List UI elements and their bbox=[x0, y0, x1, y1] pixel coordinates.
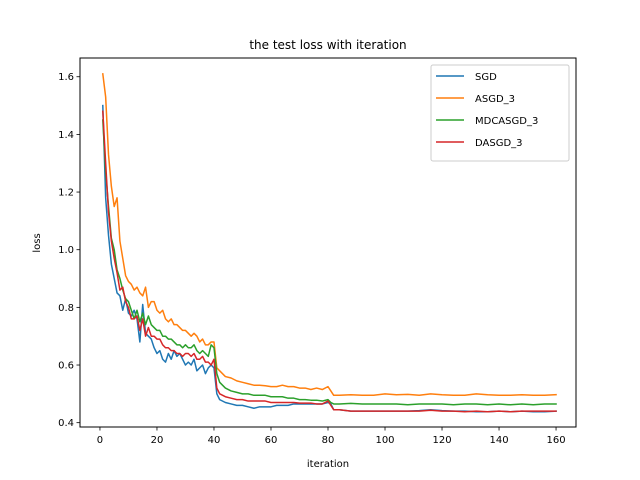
x-tick-label: 140 bbox=[489, 435, 508, 446]
legend-label: DASGD_3 bbox=[475, 138, 523, 149]
legend-label: ASGD_3 bbox=[475, 94, 515, 105]
series-layer bbox=[101, 73, 557, 413]
x-axis-label: iteration bbox=[307, 459, 349, 470]
x-axis-ticks: 0 20 40 60 80 100 120 140 160 bbox=[97, 427, 566, 446]
x-tick-label: 120 bbox=[432, 435, 451, 446]
y-axis-ticks: 0.4 0.6 0.8 1.0 1.2 1.4 1.6 bbox=[58, 72, 80, 429]
legend-label: MDCASGD_3 bbox=[475, 116, 538, 127]
y-tick-label: 0.4 bbox=[58, 418, 74, 429]
legend: SGD ASGD_3 MDCASGD_3 DASGD_3 bbox=[430, 64, 570, 162]
x-tick-label: 60 bbox=[265, 435, 278, 446]
x-tick-label: 160 bbox=[546, 435, 565, 446]
y-tick-label: 0.8 bbox=[58, 303, 74, 314]
y-tick-label: 1.0 bbox=[58, 245, 74, 256]
chart-title: the test loss with iteration bbox=[249, 38, 406, 52]
series-line-dasgd-3 bbox=[102, 110, 557, 413]
y-tick-label: 1.6 bbox=[58, 72, 74, 83]
x-tick-label: 100 bbox=[375, 435, 394, 446]
y-axis-label: loss bbox=[32, 233, 43, 252]
y-tick-label: 1.2 bbox=[58, 188, 74, 199]
legend-label: SGD bbox=[475, 72, 497, 83]
x-tick-label: 20 bbox=[151, 435, 164, 446]
x-tick-label: 80 bbox=[322, 435, 335, 446]
y-tick-label: 0.6 bbox=[58, 361, 74, 372]
legend-box bbox=[430, 64, 570, 162]
x-tick-label: 40 bbox=[208, 435, 221, 446]
series-line-asgd-3 bbox=[101, 73, 557, 397]
x-tick-label: 0 bbox=[97, 435, 103, 446]
y-tick-label: 1.4 bbox=[58, 130, 74, 141]
series-line-mdcasgd-3 bbox=[102, 119, 557, 406]
